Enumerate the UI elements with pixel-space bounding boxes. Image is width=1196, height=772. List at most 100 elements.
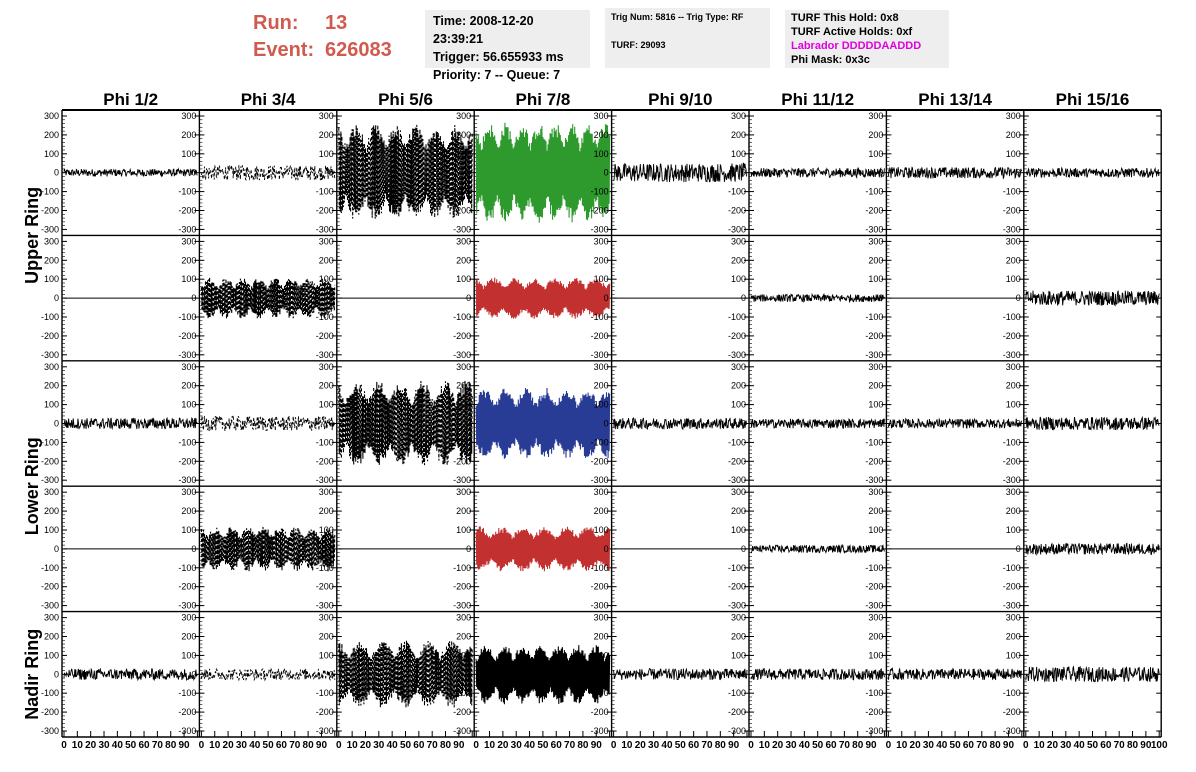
y-tick-label: 100 (594, 274, 609, 284)
waveform-trace (750, 292, 885, 304)
column-title: Phi 3/4 (241, 90, 296, 109)
waveform-trace (475, 526, 611, 572)
phi-mask-line: Phi Mask: 0x3c (791, 54, 870, 66)
y-tick-label: 200 (319, 381, 334, 391)
y-tick-label: 100 (868, 149, 883, 159)
x-tick-label: 30 (1060, 740, 1072, 751)
y-tick-label: -200 (178, 582, 196, 592)
y-tick-label: -100 (178, 688, 196, 698)
y-tick-label: -300 (865, 224, 883, 234)
y-tick-label: -300 (591, 601, 609, 611)
y-tick-label: 100 (44, 525, 59, 535)
x-tick-label: 90 (453, 740, 465, 751)
x-tick-label: 80 (303, 740, 315, 751)
x-tick-label: 10 (347, 740, 359, 751)
y-tick-label: -300 (728, 475, 746, 485)
y-tick-label: 100 (456, 650, 471, 660)
y-tick-label: 100 (44, 400, 59, 410)
y-tick-label: 300 (181, 111, 196, 121)
y-tick-label: 100 (594, 400, 609, 410)
y-tick-label: 300 (731, 362, 746, 372)
y-tick-label: -300 (178, 350, 196, 360)
y-tick-label: 200 (731, 632, 746, 642)
y-tick-label: 200 (456, 381, 471, 391)
y-tick-label: 100 (319, 400, 334, 410)
y-tick-label: 100 (181, 149, 196, 159)
y-tick-label: -100 (316, 688, 334, 698)
run-value: 13 (325, 12, 348, 34)
y-tick-label: 0 (54, 419, 59, 429)
column-title: Phi 11/12 (781, 90, 854, 109)
x-tick-label: 40 (112, 740, 124, 751)
x-tick-label: 20 (772, 740, 784, 751)
y-tick-label: -100 (865, 312, 883, 322)
y-tick-label: 100 (456, 274, 471, 284)
y-tick-label: 100 (594, 525, 609, 535)
y-tick-label: 200 (868, 632, 883, 642)
x-tick-label: 80 (990, 740, 1002, 751)
y-tick-label: 0 (466, 168, 471, 178)
y-tick-label: 0 (741, 293, 746, 303)
y-tick-label: 100 (1006, 149, 1021, 159)
x-tick-label: 40 (524, 740, 536, 751)
waveform-trace (63, 416, 198, 431)
y-tick-label: -300 (316, 726, 334, 736)
trigger-line: Trigger: 56.655933 ms (433, 50, 564, 64)
waveform-trace (475, 387, 611, 459)
y-tick-label: -200 (178, 456, 196, 466)
y-tick-label: -300 (728, 726, 746, 736)
waveform-trace (887, 166, 1023, 180)
y-tick-label: 100 (44, 274, 59, 284)
y-tick-label: 0 (1016, 669, 1021, 679)
x-tick-label: 0 (336, 740, 342, 751)
y-tick-label: 100 (456, 525, 471, 535)
y-tick-label: 300 (868, 613, 883, 623)
y-tick-label: 0 (466, 544, 471, 554)
y-tick-label: 0 (741, 669, 746, 679)
y-tick-label: 100 (594, 650, 609, 660)
y-tick-label: 100 (44, 149, 59, 159)
waveform-trace (887, 666, 1022, 681)
y-tick-label: 300 (319, 111, 334, 121)
x-tick-label: 70 (839, 740, 851, 751)
y-tick-label: 300 (456, 613, 471, 623)
x-tick-label: 50 (812, 740, 824, 751)
y-tick-label: 300 (594, 111, 609, 121)
y-tick-label: 300 (44, 613, 59, 623)
x-tick-label: 10 (896, 740, 908, 751)
y-tick-label: 100 (1006, 274, 1021, 284)
waveform-trace (887, 417, 1023, 429)
x-tick-label: 10 (1034, 740, 1046, 751)
y-tick-label: -300 (1003, 601, 1021, 611)
y-tick-label: 100 (731, 274, 746, 284)
x-tick-label: 50 (675, 740, 687, 751)
y-tick-label: 300 (731, 236, 746, 246)
event-label: Event: (253, 39, 315, 61)
y-tick-label: -200 (591, 582, 609, 592)
y-tick-label: -200 (728, 331, 746, 341)
y-tick-label: -300 (41, 475, 59, 485)
y-tick-label: -100 (591, 563, 609, 573)
trig-line: Trig Num: 5816 -- Trig Type: RF (611, 12, 744, 22)
y-tick-label: 0 (1016, 419, 1021, 429)
y-tick-label: -200 (865, 707, 883, 717)
x-tick-label: 90 (1003, 740, 1015, 751)
y-tick-label: -100 (865, 437, 883, 447)
y-tick-label: 300 (44, 236, 59, 246)
y-tick-label: -300 (178, 601, 196, 611)
y-tick-label: -100 (453, 688, 471, 698)
y-tick-label: 100 (731, 400, 746, 410)
y-tick-label: -100 (591, 688, 609, 698)
y-tick-label: 0 (191, 168, 196, 178)
y-tick-label: 300 (181, 487, 196, 497)
x-tick-label: 90 (865, 740, 877, 751)
x-tick-label: 80 (165, 740, 177, 751)
x-tick-label: 70 (152, 740, 164, 751)
waveform-trace (750, 543, 885, 555)
x-tick-label: 10 (484, 740, 496, 751)
y-tick-label: -300 (453, 726, 471, 736)
y-tick-label: 0 (466, 293, 471, 303)
y-tick-label: 200 (594, 255, 609, 265)
y-tick-label: -200 (178, 707, 196, 717)
y-tick-label: 200 (1006, 506, 1021, 516)
